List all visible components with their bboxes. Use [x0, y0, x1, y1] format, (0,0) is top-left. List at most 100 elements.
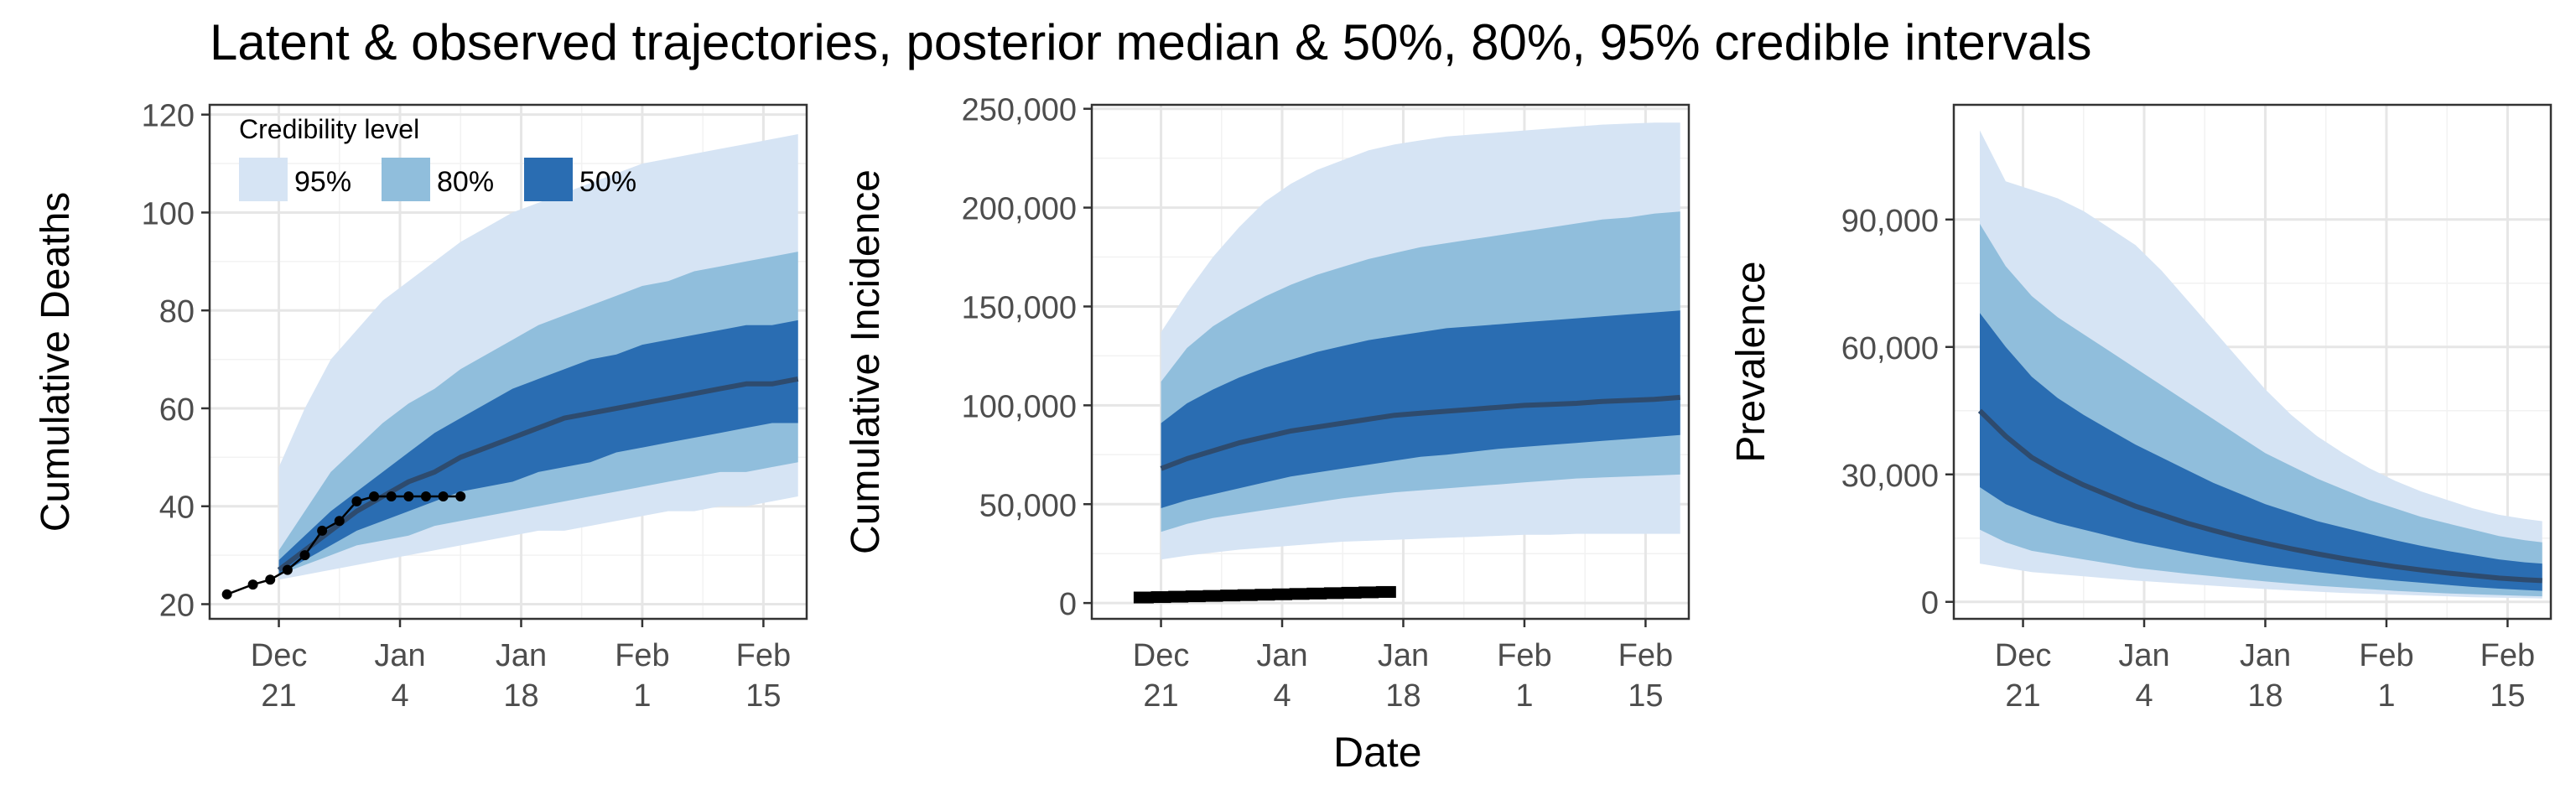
x-tick-label: Feb — [2480, 638, 2535, 673]
panel-1: 20 40 60 80 100 120 Dec 21 Jan 4 Jan 18 Feb 1 Feb 15 Cum… — [34, 99, 808, 714]
x-tick-label: 21 — [261, 678, 296, 714]
observed-point — [265, 574, 276, 585]
x-tick-label: 15 — [1628, 678, 1663, 714]
x-tick-label: 21 — [2005, 678, 2040, 714]
legend: Credibility level 95% 80% 50% — [239, 114, 636, 201]
band-95 — [1980, 130, 2542, 599]
x-axis-label: Date — [1333, 729, 1422, 776]
legend-label: 80% — [437, 166, 494, 198]
observed-point — [351, 496, 362, 506]
band-95 — [278, 134, 798, 580]
y-tick-label: 80 — [159, 294, 195, 330]
x-tick-label: Feb — [2359, 638, 2413, 673]
observed-point — [369, 491, 380, 502]
x-tick-label: Feb — [615, 638, 669, 673]
observed-point — [455, 491, 466, 502]
y-tick-label: 60,000 — [1841, 331, 1939, 366]
observed-point — [317, 525, 328, 536]
observed-point — [1358, 586, 1379, 599]
y-tick-label: 0 — [1921, 586, 1939, 621]
observed-point — [1237, 589, 1258, 601]
y-tick-label: 150,000 — [962, 290, 1077, 325]
y-tick-label: 250,000 — [962, 93, 1077, 128]
observed-point — [1306, 587, 1327, 600]
observed-point — [1289, 588, 1310, 600]
observed-point — [1220, 589, 1241, 602]
observed-point — [1254, 589, 1275, 601]
plot-area — [1977, 130, 2542, 599]
band-95 — [1161, 122, 1680, 560]
x-tick-label: Jan — [496, 638, 547, 673]
figure-title: Latent & observed trajectories, posterio… — [210, 14, 2092, 70]
x-tick-label: 18 — [503, 678, 538, 714]
plot-area — [277, 134, 799, 580]
y-axis-label: Cumulative Incidence — [844, 169, 888, 554]
legend-key-95 — [239, 158, 288, 201]
x-tick-label: 18 — [2247, 678, 2283, 714]
y-tick-label: 50,000 — [979, 488, 1077, 523]
band-80 — [278, 252, 798, 575]
x-tick-label: 4 — [1273, 678, 1291, 714]
observed-point — [282, 564, 293, 575]
panel-2: 0 50,000 100,000 150,000 200,000 250,000 Dec 21… — [844, 93, 1690, 714]
median-line — [277, 376, 799, 572]
y-tick-label: 60 — [159, 392, 195, 428]
band-50 — [1980, 313, 2542, 591]
x-tick-label: 15 — [745, 678, 781, 714]
observed-point — [386, 491, 397, 502]
y-tick-label: 120 — [142, 99, 195, 134]
observed-point — [438, 491, 449, 502]
x-tick-label: 1 — [633, 678, 651, 714]
observed-point — [1168, 590, 1189, 603]
y-tick-label: 40 — [159, 491, 195, 526]
observed-point — [1133, 591, 1154, 604]
y-tick-label: 100 — [142, 196, 195, 231]
band-50 — [278, 319, 798, 575]
legend-key-50 — [524, 158, 573, 201]
x-tick-label: Jan — [1378, 638, 1429, 673]
observed-point — [1150, 591, 1171, 604]
observed-line — [226, 495, 461, 595]
median-line — [1160, 394, 1680, 471]
x-tick-label: 1 — [2377, 678, 2395, 714]
x-tick-label: Dec — [1995, 638, 2052, 673]
x-tick-label: 15 — [2490, 678, 2525, 714]
y-tick-label: 100,000 — [962, 389, 1077, 424]
x-tick-label: Jan — [2240, 638, 2291, 673]
observed-point — [247, 579, 258, 590]
median-line — [1977, 408, 2542, 584]
y-axis-label: Cumulative Deaths — [34, 192, 78, 532]
band-80 — [1980, 223, 2542, 597]
y-tick-label: 30,000 — [1841, 459, 1939, 494]
y-tick-label: 0 — [1059, 587, 1077, 622]
x-tick-label: 21 — [1143, 678, 1178, 714]
panel-border — [208, 103, 808, 621]
observed-point — [420, 491, 431, 502]
legend-key-80 — [382, 158, 430, 201]
observed-point — [1375, 585, 1396, 598]
y-tick-label: 20 — [159, 588, 195, 623]
observed-point — [1272, 588, 1293, 600]
observed-point — [1341, 586, 1362, 599]
x-tick-label: Feb — [736, 638, 791, 673]
x-tick-label: Jan — [374, 638, 425, 673]
legend-label: 50% — [579, 166, 636, 198]
x-tick-label: Feb — [1497, 638, 1551, 673]
y-tick-label: 90,000 — [1841, 204, 1939, 239]
x-tick-label: 18 — [1385, 678, 1420, 714]
x-tick-label: Jan — [1256, 638, 1307, 673]
plot-area — [1160, 122, 1680, 560]
panel-border — [1090, 103, 1690, 621]
panel-3: 0 30,000 60,000 90,000 Dec 21 Jan 4 Jan 18 Feb 1 Feb… — [1729, 103, 2553, 714]
x-tick-label: Dec — [1133, 638, 1190, 673]
band-50 — [1161, 310, 1680, 508]
x-tick-label: Feb — [1618, 638, 1673, 673]
observed-point — [334, 516, 345, 527]
observed-point — [1185, 590, 1206, 603]
legend-title: Credibility level — [239, 114, 419, 144]
observed-point — [1202, 589, 1223, 602]
y-axis-label: Prevalence — [1729, 261, 1774, 462]
x-tick-label: Dec — [251, 638, 308, 673]
